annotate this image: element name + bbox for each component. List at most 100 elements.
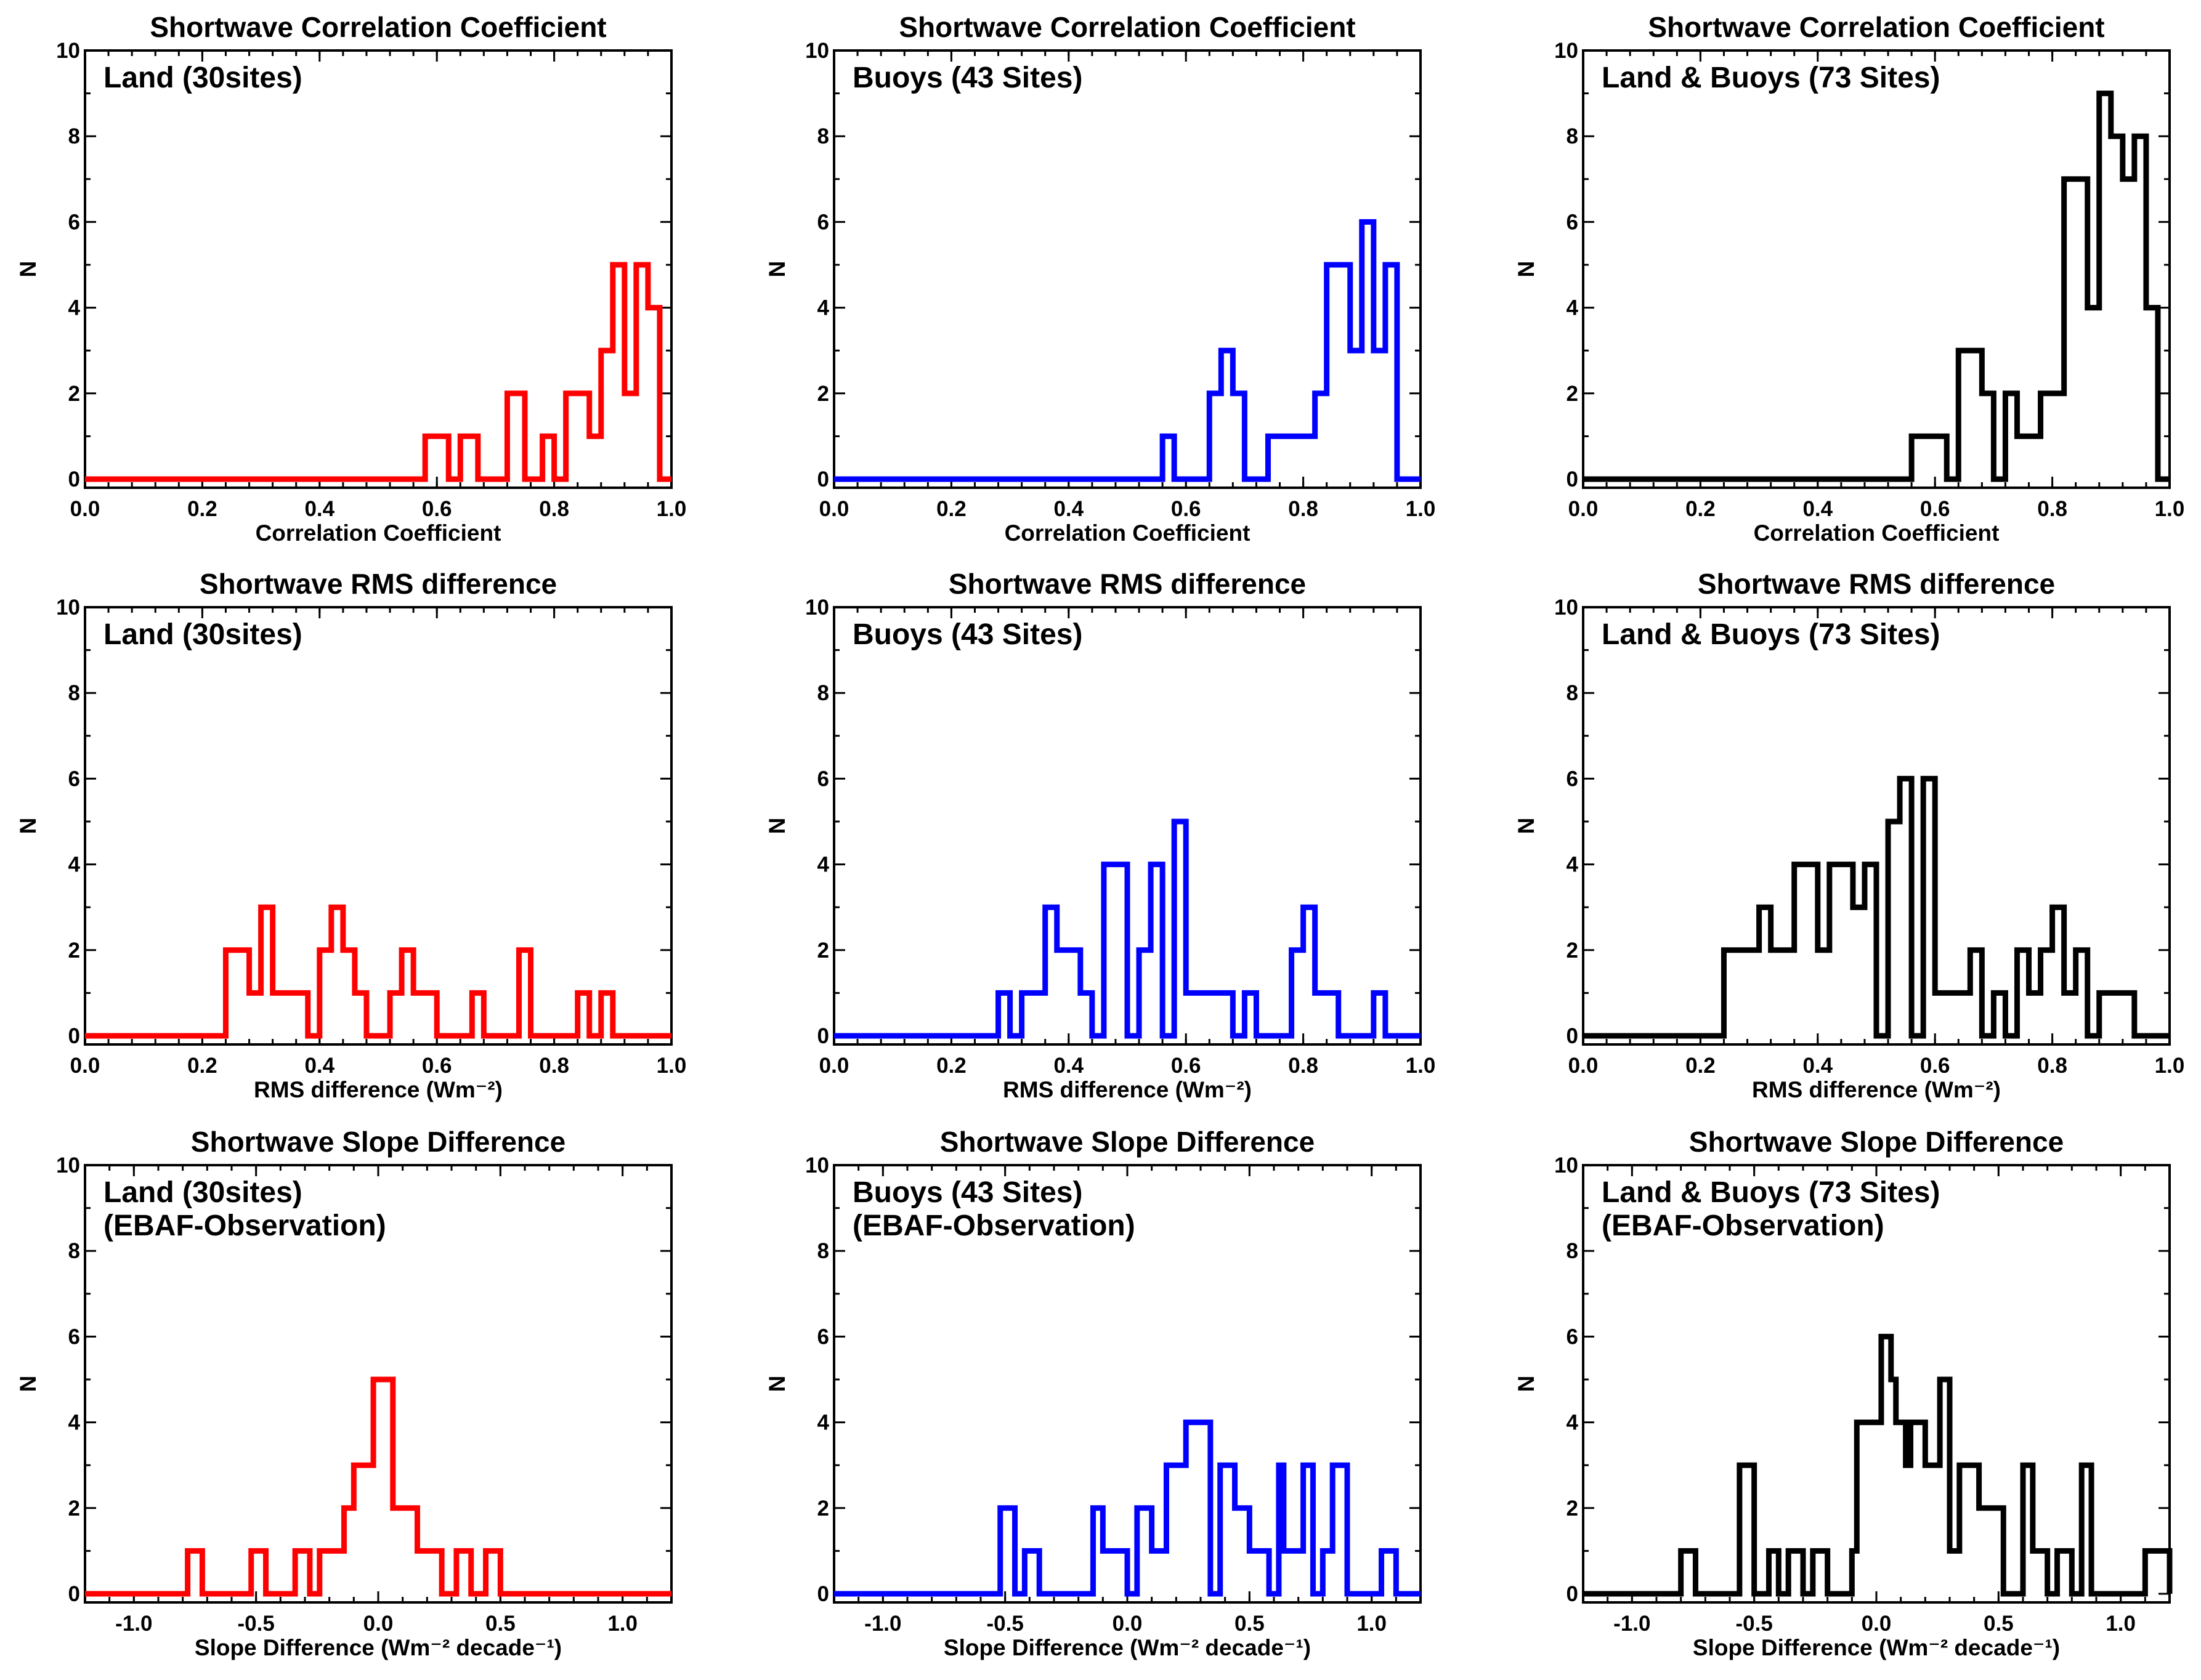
y-tick-label: 10 <box>805 596 829 620</box>
y-tick-label: 4 <box>68 853 81 877</box>
panel-title: Shortwave RMS difference <box>949 568 1306 600</box>
x-tick-label: 0.5 <box>485 1612 516 1636</box>
x-tick-label: 0.0 <box>819 1054 849 1078</box>
y-tick-label: 4 <box>817 853 830 877</box>
x-tick-label: 1.0 <box>1356 1612 1387 1636</box>
histogram-series-line <box>85 904 671 1039</box>
y-axis-label: N <box>15 818 41 834</box>
x-tick-label: 0.2 <box>187 1054 217 1078</box>
x-tick-label: 0.6 <box>1920 497 1950 521</box>
x-tick-label: 0.6 <box>422 497 452 521</box>
x-tick-label: 0.2 <box>936 1054 967 1078</box>
x-axis-label: RMS difference (Wm⁻²) <box>254 1077 503 1102</box>
y-tick-label: 10 <box>1554 39 1578 63</box>
x-tick-label: 1.0 <box>2155 1054 2185 1078</box>
x-axis-label: Correlation Coefficient <box>1005 520 1250 546</box>
x-tick-label: 0.4 <box>1053 1054 1084 1078</box>
x-tick-label: -0.5 <box>1736 1612 1773 1636</box>
x-tick-label: 0.0 <box>1862 1612 1892 1636</box>
inset-label: Buoys (43 Sites) <box>853 1176 1082 1209</box>
y-tick-label: 10 <box>805 1153 829 1177</box>
y-tick-label: 2 <box>68 382 80 406</box>
x-tick-label: 0.6 <box>1171 497 1201 521</box>
y-tick-label: 8 <box>68 1239 80 1263</box>
y-tick-label: 2 <box>817 382 829 406</box>
inset-label: (EBAF-Observation) <box>1602 1210 1884 1242</box>
y-tick-label: 0 <box>1567 1582 1578 1606</box>
histogram-series-line <box>1583 775 2170 1039</box>
x-tick-label: 0.0 <box>1113 1612 1143 1636</box>
inset-label: (EBAF-Observation) <box>103 1210 386 1242</box>
y-tick-label: 6 <box>1567 767 1578 791</box>
x-tick-label: 0.0 <box>1568 1054 1599 1078</box>
y-tick-label: 6 <box>68 210 80 234</box>
y-tick-label: 6 <box>1567 1325 1578 1349</box>
x-tick-label: 0.6 <box>422 1054 452 1078</box>
y-tick-label: 8 <box>1567 124 1578 148</box>
y-axis-label: N <box>1514 261 1539 278</box>
y-tick-label: 0 <box>817 1024 829 1048</box>
y-tick-label: 8 <box>68 124 80 148</box>
y-tick-label: 6 <box>817 767 829 791</box>
x-tick-label: 0.8 <box>539 497 569 521</box>
x-tick-label: 0.8 <box>2037 497 2067 521</box>
y-tick-label: 4 <box>68 1411 81 1435</box>
histogram-panel: Shortwave Correlation Coefficient 0 2 4 6 8 10… <box>764 11 1435 546</box>
panel-title: Shortwave Slope Difference <box>940 1126 1315 1158</box>
y-tick-label: 4 <box>1567 1411 1579 1435</box>
y-tick-label: 6 <box>68 1325 80 1349</box>
x-tick-label: 0.0 <box>819 497 849 521</box>
histogram-panel: Shortwave Correlation Coefficient 0 2 4 6 8 10… <box>15 11 686 546</box>
inset-label: Land & Buoys (73 Sites) <box>1602 62 1940 94</box>
y-tick-label: 10 <box>805 39 829 63</box>
x-tick-label: 0.0 <box>70 1054 100 1078</box>
y-tick-label: 4 <box>817 296 830 320</box>
histogram-series-line <box>834 818 1421 1039</box>
y-tick-label: 0 <box>68 1024 80 1048</box>
x-axis-label: Slope Difference (Wm⁻² decade⁻¹) <box>195 1635 562 1660</box>
x-tick-label: 0.8 <box>1288 497 1318 521</box>
x-tick-label: 0.2 <box>1685 1054 1716 1078</box>
x-tick-label: 0.2 <box>187 497 217 521</box>
y-tick-label: 6 <box>817 1325 829 1349</box>
panel-title: Shortwave RMS difference <box>1698 568 2055 600</box>
x-tick-label: 0.6 <box>1920 1054 1950 1078</box>
x-tick-label: 0.5 <box>1984 1612 2014 1636</box>
x-axis-label: Slope Difference (Wm⁻² decade⁻¹) <box>1693 1635 2060 1660</box>
y-tick-label: 4 <box>1567 296 1579 320</box>
histogram-panel: Shortwave RMS difference 0 2 4 6 8 10 0.0 0.2 0.4… <box>1514 568 2184 1102</box>
y-tick-label: 0 <box>1567 1024 1578 1048</box>
plot-frame <box>833 49 1422 489</box>
x-tick-label: 0.0 <box>363 1612 394 1636</box>
x-tick-label: 0.4 <box>304 497 334 521</box>
y-axis-label: N <box>1514 1376 1539 1392</box>
histogram-panel: Shortwave Slope Difference 0 2 4 6 8 10 -1.0 -0.… <box>15 1126 673 1660</box>
histogram-series-line <box>834 219 1421 482</box>
x-tick-label: 0.4 <box>1802 497 1833 521</box>
x-tick-label: 0.0 <box>70 497 100 521</box>
histogram-series-line <box>85 262 671 482</box>
plot-frame <box>84 49 673 489</box>
inset-label: Land (30sites) <box>103 618 302 651</box>
panel-title: Shortwave Correlation Coefficient <box>899 11 1355 43</box>
y-axis-label: N <box>764 1376 790 1392</box>
x-tick-label: -1.0 <box>864 1612 901 1636</box>
y-tick-label: 4 <box>817 1411 830 1435</box>
y-tick-label: 0 <box>817 467 829 491</box>
y-tick-label: 10 <box>56 1153 80 1177</box>
panel-title: Shortwave Correlation Coefficient <box>150 11 606 43</box>
y-tick-label: 2 <box>68 1496 80 1520</box>
y-tick-label: 8 <box>817 1239 829 1263</box>
x-tick-label: 1.0 <box>657 1054 687 1078</box>
x-axis-label: Slope Difference (Wm⁻² decade⁻¹) <box>944 1635 1311 1660</box>
x-tick-label: 1.0 <box>2155 497 2185 521</box>
histogram-panel: Shortwave Slope Difference 0 2 4 6 8 10 -1.0 -0.… <box>764 1126 1422 1660</box>
inset-label: Land & Buoys (73 Sites) <box>1602 1176 1940 1209</box>
y-axis-label: N <box>15 261 41 278</box>
histogram-panel: Shortwave RMS difference 0 2 4 6 8 10 0.0 0.2 0.4… <box>15 568 686 1102</box>
y-tick-label: 2 <box>68 939 80 963</box>
inset-label: Land (30sites) <box>103 62 302 94</box>
y-tick-label: 0 <box>68 1582 80 1606</box>
x-tick-label: 0.2 <box>936 497 967 521</box>
y-tick-label: 6 <box>68 767 80 791</box>
